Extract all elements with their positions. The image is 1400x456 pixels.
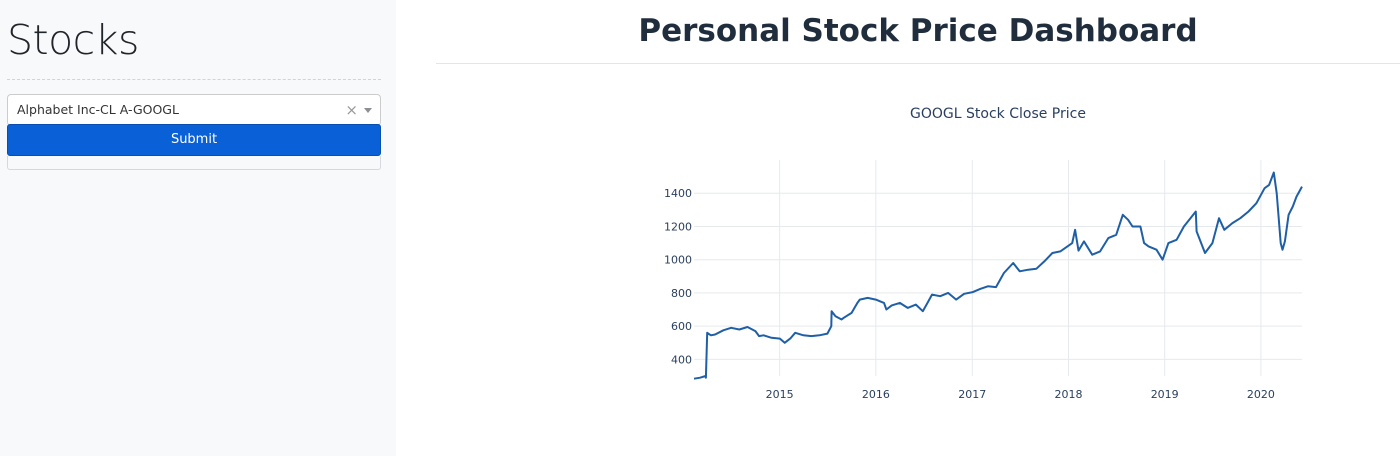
- sidebar: Stocks Alphabet Inc-CL A-GOOGL × Submit: [0, 0, 396, 456]
- sidebar-title: Stocks: [7, 16, 139, 64]
- submit-button-shadow: [7, 156, 381, 170]
- x-tick-label: 2020: [1247, 388, 1275, 401]
- stock-select-value: Alphabet Inc-CL A-GOOGL: [17, 102, 179, 117]
- x-tick-label: 2016: [862, 388, 890, 401]
- submit-button[interactable]: Submit: [7, 124, 381, 156]
- page-title: Personal Stock Price Dashboard: [638, 13, 1198, 49]
- y-tick-label: 800: [671, 287, 692, 300]
- chevron-down-icon[interactable]: [364, 108, 372, 113]
- x-tick-label: 2019: [1151, 388, 1179, 401]
- y-tick-label: 600: [671, 320, 692, 333]
- googl-close-price-line: [693, 171, 1303, 380]
- y-tick-label: 1000: [664, 254, 692, 267]
- chart-grid: [694, 160, 1302, 376]
- x-tick-label: 2018: [1054, 388, 1082, 401]
- chart-tick-labels: 2015 2016 2017 2018 2019 2020 400 600 800 1000 120…: [664, 187, 1275, 401]
- x-tick-label: 2015: [766, 388, 794, 401]
- y-tick-label: 400: [671, 353, 692, 366]
- y-tick-label: 1400: [664, 187, 692, 200]
- y-tick-label: 1200: [664, 220, 692, 233]
- x-tick-label: 2017: [958, 388, 986, 401]
- clear-icon[interactable]: ×: [345, 101, 358, 119]
- chart-title: GOOGL Stock Close Price: [910, 106, 1086, 122]
- title-divider: [436, 63, 1400, 64]
- sidebar-divider: [7, 79, 381, 80]
